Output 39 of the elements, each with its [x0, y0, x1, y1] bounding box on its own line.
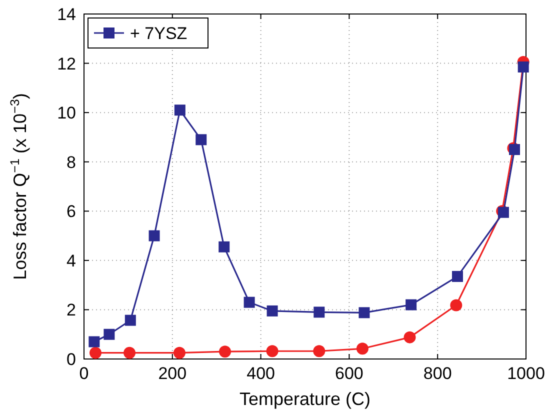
y-tick-label: 6 [66, 202, 76, 222]
point [452, 270, 463, 282]
x-tick-label: 200 [158, 364, 187, 383]
point [314, 306, 325, 318]
point [313, 345, 326, 358]
point [124, 346, 136, 359]
point [266, 305, 278, 316]
point [358, 307, 370, 318]
point [266, 345, 278, 358]
point [104, 328, 115, 340]
point [356, 342, 368, 355]
point [219, 346, 231, 358]
x-tick-label: 800 [423, 364, 452, 383]
point [196, 134, 207, 146]
point [89, 346, 102, 359]
x-axis-title: Temperature (C) [239, 389, 371, 409]
point [518, 61, 529, 72]
y-tick-label: 0 [66, 350, 76, 369]
y-tick-label: 2 [66, 300, 76, 320]
y-tick-label: 10 [57, 104, 76, 123]
legend-label: + 7YSZ [130, 24, 188, 43]
point [148, 230, 160, 242]
x-tick-label: 400 [246, 364, 275, 383]
y-tick-label: 8 [66, 152, 76, 172]
x-tick-label: 600 [335, 364, 364, 383]
point [174, 104, 186, 116]
y-tick-label: 12 [57, 54, 76, 74]
point [88, 336, 100, 348]
x-tick-label: 0 [79, 364, 89, 383]
point [173, 346, 186, 359]
point [124, 314, 136, 326]
point [450, 299, 462, 312]
point [218, 241, 230, 252]
point [244, 296, 255, 308]
point [404, 331, 416, 344]
x-tick-label: 1000 [507, 364, 545, 383]
y-tick-label: 4 [66, 251, 76, 270]
y-tick-label: 14 [57, 5, 76, 24]
point [406, 299, 417, 310]
